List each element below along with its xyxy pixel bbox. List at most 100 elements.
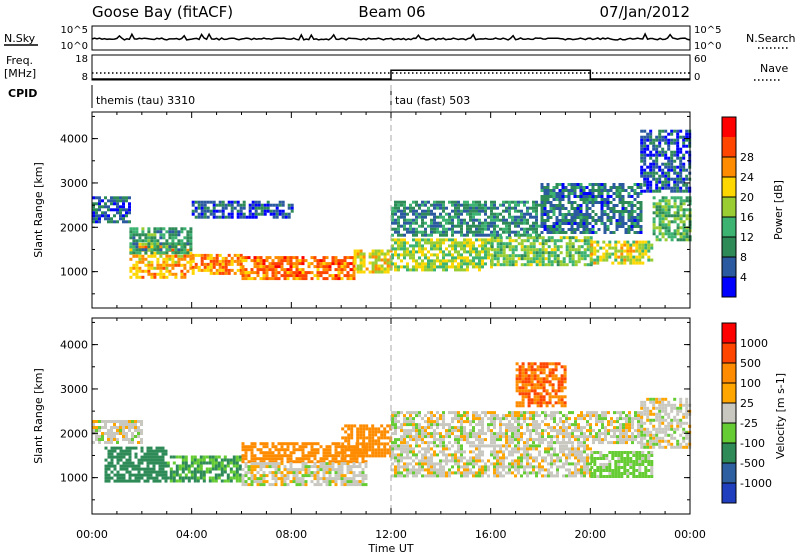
station-title: Goose Bay (fitACF): [92, 3, 233, 21]
heatmap-cell: [586, 204, 589, 207]
beam-title: Beam 06: [358, 3, 425, 21]
heatmap-cell: [210, 269, 213, 272]
heatmap-cell: [173, 480, 176, 483]
heatmap-cell: [556, 231, 559, 234]
heatmap-cell: [207, 269, 210, 272]
heatmap-cell: [649, 187, 652, 190]
heatmap-cell: [278, 271, 281, 274]
heatmap-cell: [156, 480, 159, 483]
heatmap-cell: [481, 234, 484, 237]
heatmap-cell: [252, 201, 255, 204]
heatmap-cell: [637, 216, 640, 219]
heatmap-cell: [249, 213, 252, 216]
heatmap-cell: [508, 201, 511, 204]
heatmap-cell: [403, 465, 406, 468]
heatmap-cell: [237, 257, 240, 260]
heatmap-cell: [466, 241, 469, 244]
heatmap-cell: [436, 423, 439, 426]
heatmap-cell: [415, 204, 418, 207]
heatmap-cell: [365, 424, 368, 427]
heatmap-cell: [354, 268, 357, 271]
heatmap-cell: [132, 462, 135, 465]
heatmap-cell: [216, 204, 219, 207]
heatmap-cell: [652, 178, 655, 181]
heatmap-cell: [649, 166, 652, 169]
heatmap-cell: [397, 459, 400, 462]
heatmap-cell: [496, 216, 499, 219]
heatmap-cell: [242, 454, 245, 457]
heatmap-cell: [129, 236, 132, 239]
heatmap-cell: [350, 454, 353, 457]
heatmap-cell: [359, 430, 362, 433]
heatmap-cell: [436, 225, 439, 228]
heatmap-cell: [613, 429, 616, 432]
heatmap-cell: [302, 262, 305, 265]
heatmap-cell: [571, 231, 574, 234]
heatmap-cell: [150, 264, 153, 267]
heatmap-cell: [535, 459, 538, 462]
heatmap-cell: [505, 210, 508, 213]
heatmap-cell: [574, 426, 577, 429]
heatmap-cell: [466, 204, 469, 207]
heatmap-cell: [571, 450, 574, 453]
heatmap-cell: [550, 429, 553, 432]
heatmap-cell: [424, 468, 427, 471]
heatmap-cell: [261, 204, 264, 207]
heatmap-cell: [563, 236, 566, 239]
nave-line: [92, 70, 690, 79]
heatmap-cell: [463, 259, 466, 262]
heatmap-cell: [484, 228, 487, 231]
heatmap-cell: [460, 429, 463, 432]
heatmap-cell: [448, 238, 451, 241]
heatmap-cell: [189, 236, 192, 239]
heatmap-cell: [264, 213, 267, 216]
heatmap-cell: [201, 204, 204, 207]
heatmap-cell: [448, 265, 451, 268]
heatmap-cell: [595, 423, 598, 426]
heatmap-cell: [533, 254, 536, 257]
heatmap-cell: [323, 454, 326, 457]
heatmap-cell: [326, 256, 329, 259]
heatmap-cell: [257, 268, 260, 271]
heatmap-cell: [601, 417, 604, 420]
heatmap-cell: [323, 462, 326, 465]
heatmap-cell: [445, 462, 448, 465]
heatmap-cell: [574, 186, 577, 189]
heatmap-cell: [574, 189, 577, 192]
heatmap-cell: [228, 263, 231, 266]
heatmap-cell: [589, 447, 592, 450]
heatmap-cell: [508, 210, 511, 213]
heatmap-cell: [508, 204, 511, 207]
heatmap-cell: [523, 471, 526, 474]
heatmap-cell: [266, 256, 269, 259]
heatmap-cell: [457, 456, 460, 459]
heatmap-cell: [180, 264, 183, 267]
heatmap-cell: [371, 433, 374, 436]
heatmap-cell: [589, 435, 592, 438]
heatmap-cell: [520, 411, 523, 414]
heatmap-cell: [347, 468, 350, 471]
heatmap-cell: [242, 265, 245, 268]
heatmap-cell: [562, 231, 565, 234]
heatmap-cell: [500, 239, 503, 242]
heatmap-cell: [135, 264, 138, 267]
heatmap-cell: [548, 257, 551, 260]
heatmap-cell: [655, 163, 658, 166]
heatmap-cell: [335, 474, 338, 477]
heatmap-cell: [601, 201, 604, 204]
heatmap-cell: [415, 228, 418, 231]
heatmap-cell: [362, 448, 365, 451]
heatmap-cell: [436, 201, 439, 204]
heatmap-cell: [544, 411, 547, 414]
heatmap-cell: [637, 222, 640, 225]
heatmap-cell: [475, 210, 478, 213]
heatmap-cell: [664, 172, 667, 175]
heatmap-cell: [484, 468, 487, 471]
heatmap-cell: [497, 254, 500, 257]
heatmap-cell: [344, 454, 347, 457]
heatmap-cell: [418, 423, 421, 426]
heatmap-cell: [598, 432, 601, 435]
heatmap-cell: [162, 242, 165, 245]
heatmap-cell: [338, 442, 341, 445]
heatmap-cell: [526, 411, 529, 414]
